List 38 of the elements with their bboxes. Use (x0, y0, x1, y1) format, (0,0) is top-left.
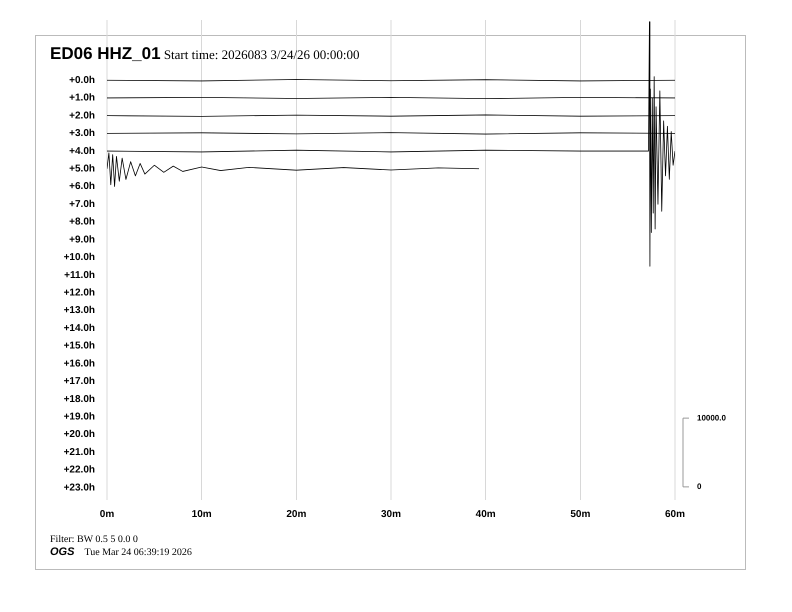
y-tick-label: +18.0h (64, 394, 95, 405)
y-tick-label: +9.0h (69, 234, 95, 246)
text: OGS (50, 546, 74, 558)
y2-tick-label: 10000.0 (697, 413, 726, 422)
y-tick-label: +4.0h (69, 146, 95, 157)
y-tick-label: +10.0h (64, 252, 95, 264)
x-tick-label: 40m (476, 508, 496, 520)
y-tick-label: +12.0h (64, 288, 95, 299)
x-tick-label: 50m (570, 508, 590, 520)
y-tick-label: +19.0h (64, 412, 95, 423)
y-tick-label: +3.0h (69, 128, 95, 140)
text: Tue Mar 24 06:39:19 2026 (84, 547, 192, 558)
y-tick-label: +22.0h (64, 464, 95, 476)
x-tick-label: 10m (192, 508, 212, 520)
y-tick-label: +21.0h (64, 446, 95, 458)
y-tick-label: +15.0h (64, 340, 95, 352)
text: ED06 HHZ_01 (50, 44, 161, 63)
text: Filter: BW 0.5 5 0.0 0 (50, 533, 139, 546)
y-tick-label: +23.0h (64, 482, 95, 494)
y-tick-label: +14.0h (64, 322, 95, 334)
text: Start time: 2026083 3/24/26 00:00:00 (162, 47, 360, 62)
y2-tick-label: 0 (697, 482, 702, 492)
x-tick-label: 30m (380, 508, 402, 520)
y-tick-label: +13.0h (64, 305, 95, 316)
y-tick-label: +20.0h (64, 429, 95, 440)
y-tick-label: +8.0h (69, 216, 95, 228)
x-tick-label: 20m (286, 508, 306, 520)
y-tick-label: +16.0h (64, 358, 95, 370)
y-tick-label: +0.0h (69, 74, 95, 86)
y-tick-label: +17.0h (64, 376, 95, 388)
y-tick-label: +5.0h (69, 164, 95, 175)
y-tick-label: +1.0h (69, 92, 95, 104)
y-tick-label: +6.0h (69, 181, 95, 192)
y-tick-label: +11.0h (64, 270, 95, 281)
x-tick-label: 60m (664, 508, 686, 520)
y-tick-label: +7.0h (69, 198, 95, 210)
x-tick-label: 0m (100, 508, 114, 520)
y-tick-label: +2.0h (69, 110, 95, 122)
